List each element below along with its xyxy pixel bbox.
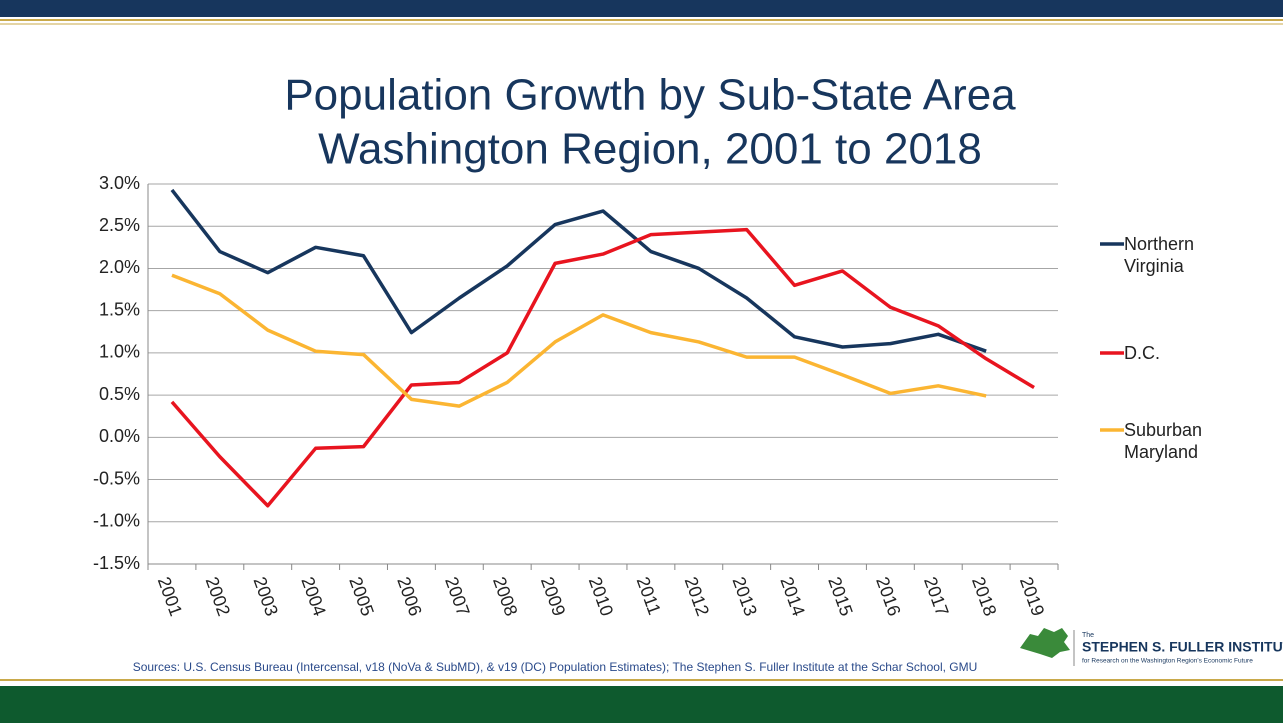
x-tick-label: 2003 bbox=[250, 574, 282, 618]
logo-tagline: for Research on the Washington Region's … bbox=[1082, 658, 1253, 665]
bottom-band bbox=[0, 686, 1283, 723]
chart-subtitle: Washington Region, 2001 to 2018 bbox=[318, 125, 982, 174]
x-tick-label: 2014 bbox=[776, 574, 808, 618]
y-tick-label: -0.5% bbox=[93, 468, 140, 488]
x-tick-label: 2004 bbox=[297, 574, 329, 618]
legend-label: Suburban Maryland bbox=[1124, 420, 1203, 462]
x-tick-label: 2015 bbox=[824, 574, 856, 618]
x-tick-label: 2002 bbox=[202, 574, 234, 618]
y-tick-label: 1.5% bbox=[99, 299, 140, 319]
x-tick-label: 2011 bbox=[633, 574, 665, 617]
x-tick-label: 2013 bbox=[728, 574, 760, 618]
series-line bbox=[170, 188, 987, 353]
x-tick-label: 2008 bbox=[489, 574, 521, 618]
y-tick-label: -1.0% bbox=[93, 511, 140, 531]
x-tick-label: 2009 bbox=[537, 574, 569, 618]
logo-name: STEPHEN S. FULLER INSTITUTE bbox=[1082, 639, 1283, 655]
x-tick-label: 2007 bbox=[441, 574, 473, 618]
legend-label: D.C. bbox=[1124, 343, 1160, 363]
chart-title: Population Growth by Sub-State Area bbox=[284, 71, 1016, 120]
y-tick-label: 0.0% bbox=[99, 426, 140, 446]
y-tick-label: 2.5% bbox=[99, 215, 140, 235]
y-tick-label: 3.0% bbox=[99, 173, 140, 193]
x-tick-label: 2018 bbox=[968, 574, 1000, 618]
series-line bbox=[170, 227, 1035, 508]
logo-small: The bbox=[1082, 632, 1094, 639]
x-tick-label: 2001 bbox=[154, 574, 186, 618]
top-band bbox=[0, 0, 1283, 17]
source-note: Sources: U.S. Census Bureau (Intercensal… bbox=[133, 660, 978, 674]
x-tick-label: 2006 bbox=[393, 574, 425, 618]
x-tick-label: 2019 bbox=[1016, 574, 1048, 618]
legend-label: Northern Virginia bbox=[1124, 234, 1195, 276]
y-tick-label: -1.5% bbox=[93, 553, 140, 573]
x-tick-label: 2017 bbox=[920, 574, 952, 618]
x-tick-label: 2005 bbox=[345, 574, 377, 618]
x-tick-label: 2012 bbox=[681, 574, 713, 618]
x-tick-label: 2010 bbox=[585, 574, 617, 618]
y-tick-label: 0.5% bbox=[99, 384, 140, 404]
series-line bbox=[171, 273, 987, 408]
x-tick-label: 2016 bbox=[872, 574, 904, 618]
logo-icon bbox=[1020, 628, 1070, 658]
y-tick-label: 1.0% bbox=[99, 342, 140, 362]
y-tick-label: 2.0% bbox=[99, 257, 140, 277]
